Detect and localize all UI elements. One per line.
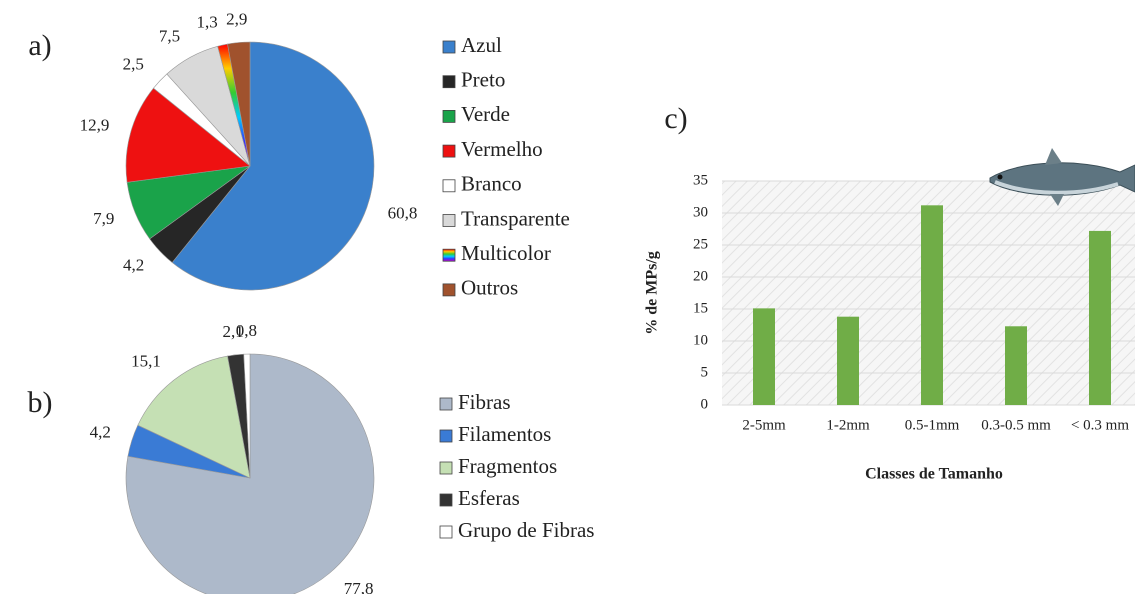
y-tick-label: 25 bbox=[693, 236, 708, 252]
bar bbox=[753, 308, 775, 405]
fish-illustration bbox=[989, 148, 1135, 206]
x-tick-label: 1-2mm bbox=[826, 417, 870, 433]
panel-label: b) bbox=[28, 386, 53, 419]
legend-swatch bbox=[439, 397, 453, 411]
legend-swatch bbox=[442, 214, 456, 227]
bar bbox=[837, 316, 859, 405]
legend-swatch bbox=[439, 461, 453, 475]
value-label: 77,8 bbox=[344, 579, 374, 594]
y-tick-label: 10 bbox=[693, 332, 708, 348]
legend-swatch bbox=[439, 493, 453, 507]
legend-swatch bbox=[442, 283, 456, 297]
value-label: 1,3 bbox=[196, 13, 217, 32]
y-axis-title: % de MPs/g bbox=[644, 251, 661, 335]
legend-label: Transparente bbox=[461, 206, 570, 230]
panel-label: a) bbox=[28, 29, 51, 62]
legend-label: Azul bbox=[461, 33, 502, 57]
legend-swatch bbox=[439, 429, 453, 443]
legend-label: Outros bbox=[461, 276, 518, 300]
legend-label: Fragmentos bbox=[458, 454, 557, 478]
value-label: 60,8 bbox=[388, 203, 418, 222]
pie-slice bbox=[125, 87, 251, 183]
legend-label: Esferas bbox=[458, 486, 520, 510]
x-tick-label: 2-5mm bbox=[742, 417, 786, 433]
legend-swatch bbox=[442, 179, 456, 193]
y-tick-label: 5 bbox=[701, 364, 709, 380]
legend-label: Preto bbox=[461, 68, 505, 92]
legend-label: Multicolor bbox=[461, 241, 551, 265]
pie-slice bbox=[243, 353, 251, 479]
y-tick-label: 30 bbox=[693, 204, 708, 220]
legend-label: Fibras bbox=[458, 390, 511, 414]
value-label: 2,1 bbox=[222, 322, 243, 341]
legend-swatch bbox=[442, 110, 456, 123]
legend-swatch bbox=[442, 75, 456, 89]
value-label: 0,8 bbox=[236, 321, 257, 340]
legend-label: Filamentos bbox=[458, 422, 551, 446]
value-label: 7,5 bbox=[159, 27, 180, 46]
y-tick-label: 15 bbox=[693, 300, 708, 316]
value-label: 4,2 bbox=[90, 423, 111, 442]
y-tick-label: 20 bbox=[693, 268, 708, 284]
bar bbox=[1005, 326, 1027, 405]
pie-slice bbox=[227, 41, 251, 167]
value-label: 12,9 bbox=[80, 115, 110, 134]
value-label: 4,2 bbox=[123, 256, 144, 275]
y-tick-label: 35 bbox=[693, 172, 708, 188]
legend-swatch bbox=[439, 525, 453, 539]
bar bbox=[1089, 230, 1111, 405]
value-label: 2,9 bbox=[226, 10, 247, 29]
legend-label: Vermelho bbox=[461, 137, 543, 161]
legend-label: Verde bbox=[461, 102, 510, 126]
legend-label: Grupo de Fibras bbox=[458, 518, 594, 542]
value-label: 7,9 bbox=[93, 209, 114, 228]
x-tick-label: 0.3-0.5 mm bbox=[981, 417, 1051, 433]
legend-label: Branco bbox=[461, 172, 522, 196]
panel-label: c) bbox=[664, 102, 687, 135]
pie-slice bbox=[171, 41, 375, 291]
bar bbox=[921, 205, 943, 405]
value-label: 2,5 bbox=[123, 55, 144, 74]
x-axis-title: Classes de Tamanho bbox=[865, 466, 1003, 483]
legend-swatch bbox=[442, 248, 456, 262]
pie-slice bbox=[137, 355, 251, 479]
value-label: 15,1 bbox=[131, 351, 161, 370]
x-tick-label: 0.5-1mm bbox=[905, 417, 960, 433]
y-tick-label: 0 bbox=[701, 396, 709, 412]
legend-swatch bbox=[442, 40, 456, 54]
x-tick-label: < 0.3 mm bbox=[1071, 417, 1129, 433]
legend-swatch bbox=[442, 144, 456, 158]
